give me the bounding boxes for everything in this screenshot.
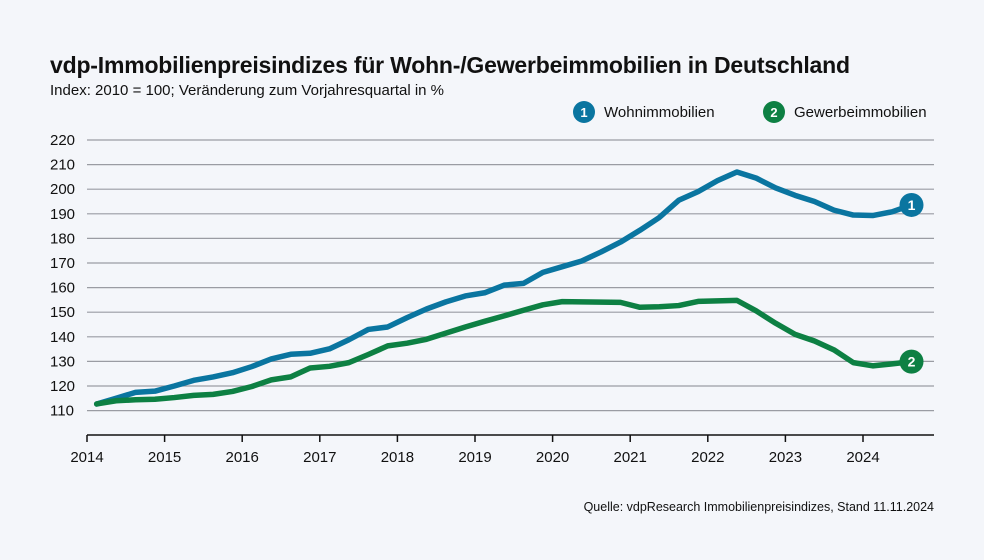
y-tick-label: 220 [50, 132, 75, 149]
x-tick-label: 2022 [691, 449, 724, 466]
series-end-marker [899, 349, 924, 374]
chart-title: vdp-Immobilienpreisindizes für Wohn-/Gew… [50, 52, 850, 78]
legend-item-gewerbe: 2 Gewerbeimmobilien [763, 101, 927, 123]
x-tick-label: 2017 [303, 449, 336, 466]
legend-item-wohn: 1 Wohnimmobilien [573, 101, 715, 123]
y-tick-label: 170 [50, 255, 75, 272]
x-tick-label: 2020 [536, 449, 569, 466]
x-tick-label: 2019 [458, 449, 491, 466]
y-tick-label: 180 [50, 230, 75, 247]
series-end-label: 1 [908, 197, 916, 213]
y-tick-label: 190 [50, 206, 75, 223]
series-end-marker [899, 192, 924, 217]
y-tick-label: 120 [50, 378, 75, 395]
legend-marker-2: 2 [763, 101, 785, 123]
source-note: Quelle: vdpResearch Immobilienpreisindiz… [583, 500, 934, 514]
x-tick-label: 2023 [769, 449, 802, 466]
y-tick-label: 200 [50, 181, 75, 198]
legend-marker-1: 1 [573, 101, 595, 123]
chart-subtitle: Index: 2010 = 100; Veränderung zum Vorja… [50, 82, 445, 99]
x-tick-label: 2014 [70, 449, 103, 466]
x-tick-label: 2018 [381, 449, 414, 466]
y-tick-label: 210 [50, 157, 75, 174]
y-tick-label: 130 [50, 353, 75, 370]
legend-label: Gewerbeimmobilien [794, 103, 927, 121]
y-tick-label: 160 [50, 280, 75, 297]
y-tick-label: 110 [50, 403, 74, 420]
y-tick-label: 150 [50, 304, 75, 321]
x-tick-label: 2015 [148, 449, 181, 466]
series-end-label: 2 [908, 354, 916, 370]
x-tick-label: 2016 [226, 449, 259, 466]
legend-label: Wohnimmobilien [604, 103, 715, 121]
x-tick-label: 2024 [846, 449, 879, 466]
y-tick-label: 140 [50, 329, 75, 346]
x-tick-label: 2021 [614, 449, 647, 466]
